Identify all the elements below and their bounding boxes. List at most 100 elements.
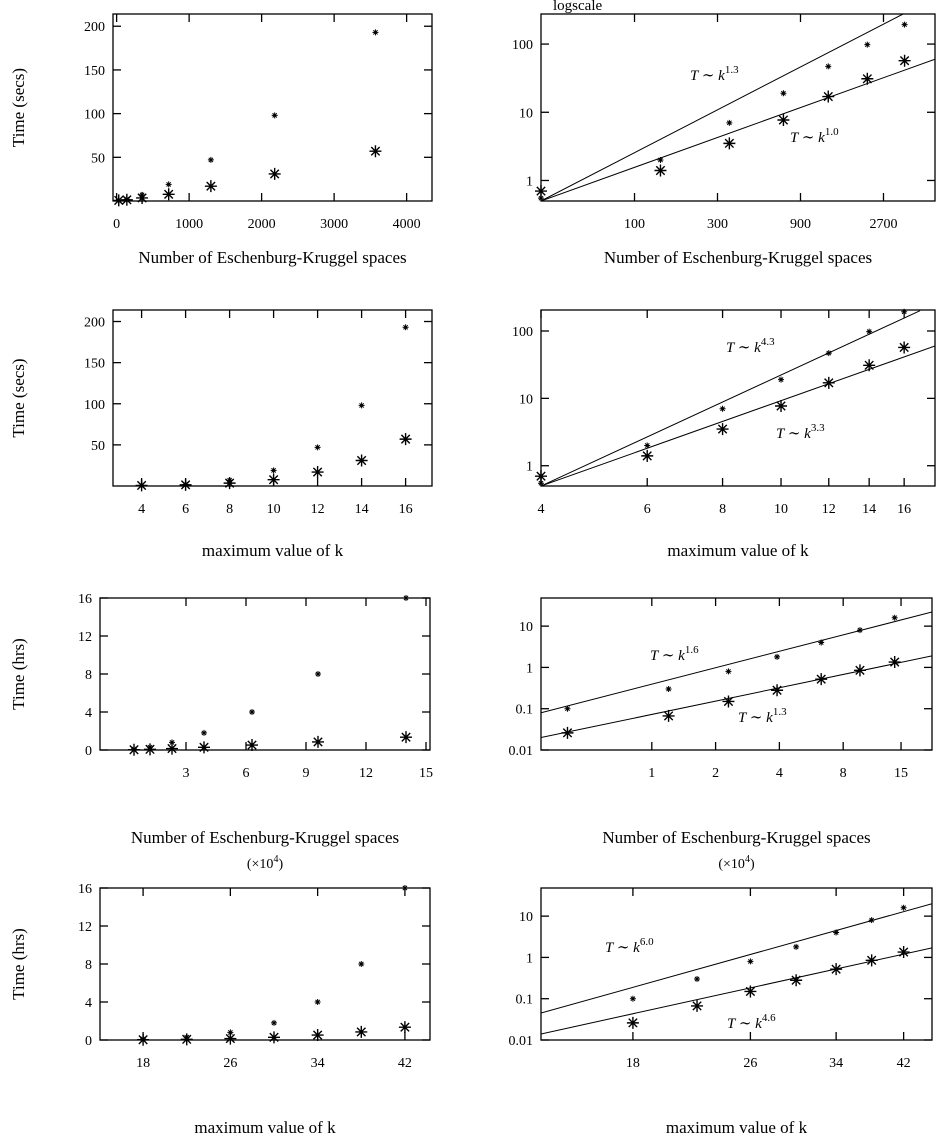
chart-panel: 100 300 900 2700 1 10 100 Number of Eschenburg-… xyxy=(512,0,936,267)
data-point xyxy=(897,946,910,959)
x-axis-label: Number of Eschenburg-Kruggel spaces xyxy=(131,828,399,847)
x-tick-label: 10 xyxy=(774,502,788,517)
data-point xyxy=(900,904,907,911)
data-point xyxy=(780,90,787,97)
data-point xyxy=(311,466,324,479)
data-point xyxy=(815,673,828,686)
data-point xyxy=(403,595,409,601)
data-point xyxy=(716,423,729,436)
x-tick-label: 4 xyxy=(776,766,783,781)
y-tick-label: 16 xyxy=(78,592,92,607)
x-tick-label: 6 xyxy=(243,766,250,781)
data-point xyxy=(223,477,236,490)
data-point xyxy=(778,376,785,383)
data-point xyxy=(856,627,863,634)
x-tick-label: 12 xyxy=(359,766,373,781)
data-point xyxy=(355,1025,368,1038)
data-point xyxy=(535,470,547,483)
data-point xyxy=(723,137,736,150)
annotation-text: T ∼ k xyxy=(790,130,825,146)
data-point xyxy=(775,400,788,413)
x-tick-label: 16 xyxy=(897,502,911,517)
data-point xyxy=(830,963,843,976)
y-tick-label: 100 xyxy=(512,38,533,53)
data-point xyxy=(901,21,908,28)
data-point xyxy=(694,976,701,983)
data-point xyxy=(204,180,217,193)
y-tick-label: 100 xyxy=(84,398,105,413)
y-tick-label: 1 xyxy=(526,661,533,676)
x-tick-label: 12 xyxy=(822,502,836,517)
data-point xyxy=(165,181,172,188)
data-point xyxy=(271,112,278,119)
data-point xyxy=(358,402,365,409)
plot-frame xyxy=(540,597,933,751)
y-tick-label: 0 xyxy=(85,744,92,759)
data-point xyxy=(201,729,207,736)
x-tick-label: 10 xyxy=(267,502,281,517)
data-point xyxy=(268,167,281,180)
y-tick-label: 1 xyxy=(526,951,533,966)
data-point xyxy=(898,54,911,67)
data-point xyxy=(744,985,757,998)
data-point xyxy=(644,442,651,449)
data-point xyxy=(315,671,321,677)
unit-text: (×10 xyxy=(718,857,745,872)
plot-frame xyxy=(540,887,933,1041)
x-tick-label: 8 xyxy=(226,502,233,517)
data-point xyxy=(561,726,574,739)
unit-text: (×10 xyxy=(247,857,274,872)
fit-annotation: T ∼ k1.3 xyxy=(738,706,787,726)
data-point xyxy=(665,686,672,693)
chart-panel: 4 6 8 10 12 14 16 50 100 150 200 maximum value of k… xyxy=(9,309,433,560)
chart-panel: 3 6 9 12 15 0 4 8 12 16 Number of Eschenburg-Krugg… xyxy=(9,592,433,872)
data-point xyxy=(888,656,901,669)
data-point xyxy=(227,1029,234,1036)
x-tick-label: 15 xyxy=(419,766,433,781)
fit-line xyxy=(541,947,932,1035)
data-point xyxy=(657,156,664,163)
data-point xyxy=(314,444,321,451)
y-tick-label: 1 xyxy=(526,460,533,475)
x-tick-label: 9 xyxy=(303,766,310,781)
data-point xyxy=(861,72,874,85)
y-axis-label: Time (hrs) xyxy=(9,638,28,710)
x-axis-label: maximum value of k xyxy=(202,541,344,560)
data-point xyxy=(314,999,321,1005)
y-tick-label: 10 xyxy=(519,910,533,925)
chart-panel: 4 6 8 10 12 14 16 1 10 100 maximum value of k T ∼ k… xyxy=(512,308,936,560)
fit-line xyxy=(541,345,935,486)
data-point xyxy=(825,63,832,70)
x-tick-label: 100 xyxy=(624,217,645,232)
annotation-text: T ∼ k xyxy=(650,648,685,664)
data-point xyxy=(790,974,803,987)
x-tick-label: 1 xyxy=(648,766,655,781)
data-point xyxy=(135,479,148,492)
fit-annotation: T ∼ k1.3 xyxy=(690,64,739,84)
unit-text: ) xyxy=(278,857,283,872)
y-tick-label: 8 xyxy=(85,958,92,973)
x-tick-label: 3 xyxy=(183,766,190,781)
y-tick-label: 4 xyxy=(85,996,92,1011)
plot-frame xyxy=(540,309,936,487)
data-point xyxy=(179,478,192,491)
data-point xyxy=(901,308,908,315)
data-point xyxy=(267,473,280,486)
y-tick-label: 10 xyxy=(519,620,533,635)
annotation-text: T ∼ k xyxy=(776,426,811,442)
x-tick-label: 6 xyxy=(644,502,651,517)
data-point xyxy=(538,480,544,487)
x-tick-label: 4 xyxy=(538,502,545,517)
x-tick-label: 900 xyxy=(790,217,811,232)
y-tick-label: 0.01 xyxy=(509,1034,534,1049)
annotation-exponent: 1.6 xyxy=(685,644,699,656)
x-tick-label: 18 xyxy=(136,1056,150,1071)
data-point xyxy=(249,709,255,715)
data-point xyxy=(270,467,277,474)
fit-line xyxy=(541,903,932,1014)
data-point xyxy=(198,741,210,754)
data-point xyxy=(833,929,840,936)
plot-frame xyxy=(112,13,433,202)
data-point xyxy=(398,1021,411,1034)
